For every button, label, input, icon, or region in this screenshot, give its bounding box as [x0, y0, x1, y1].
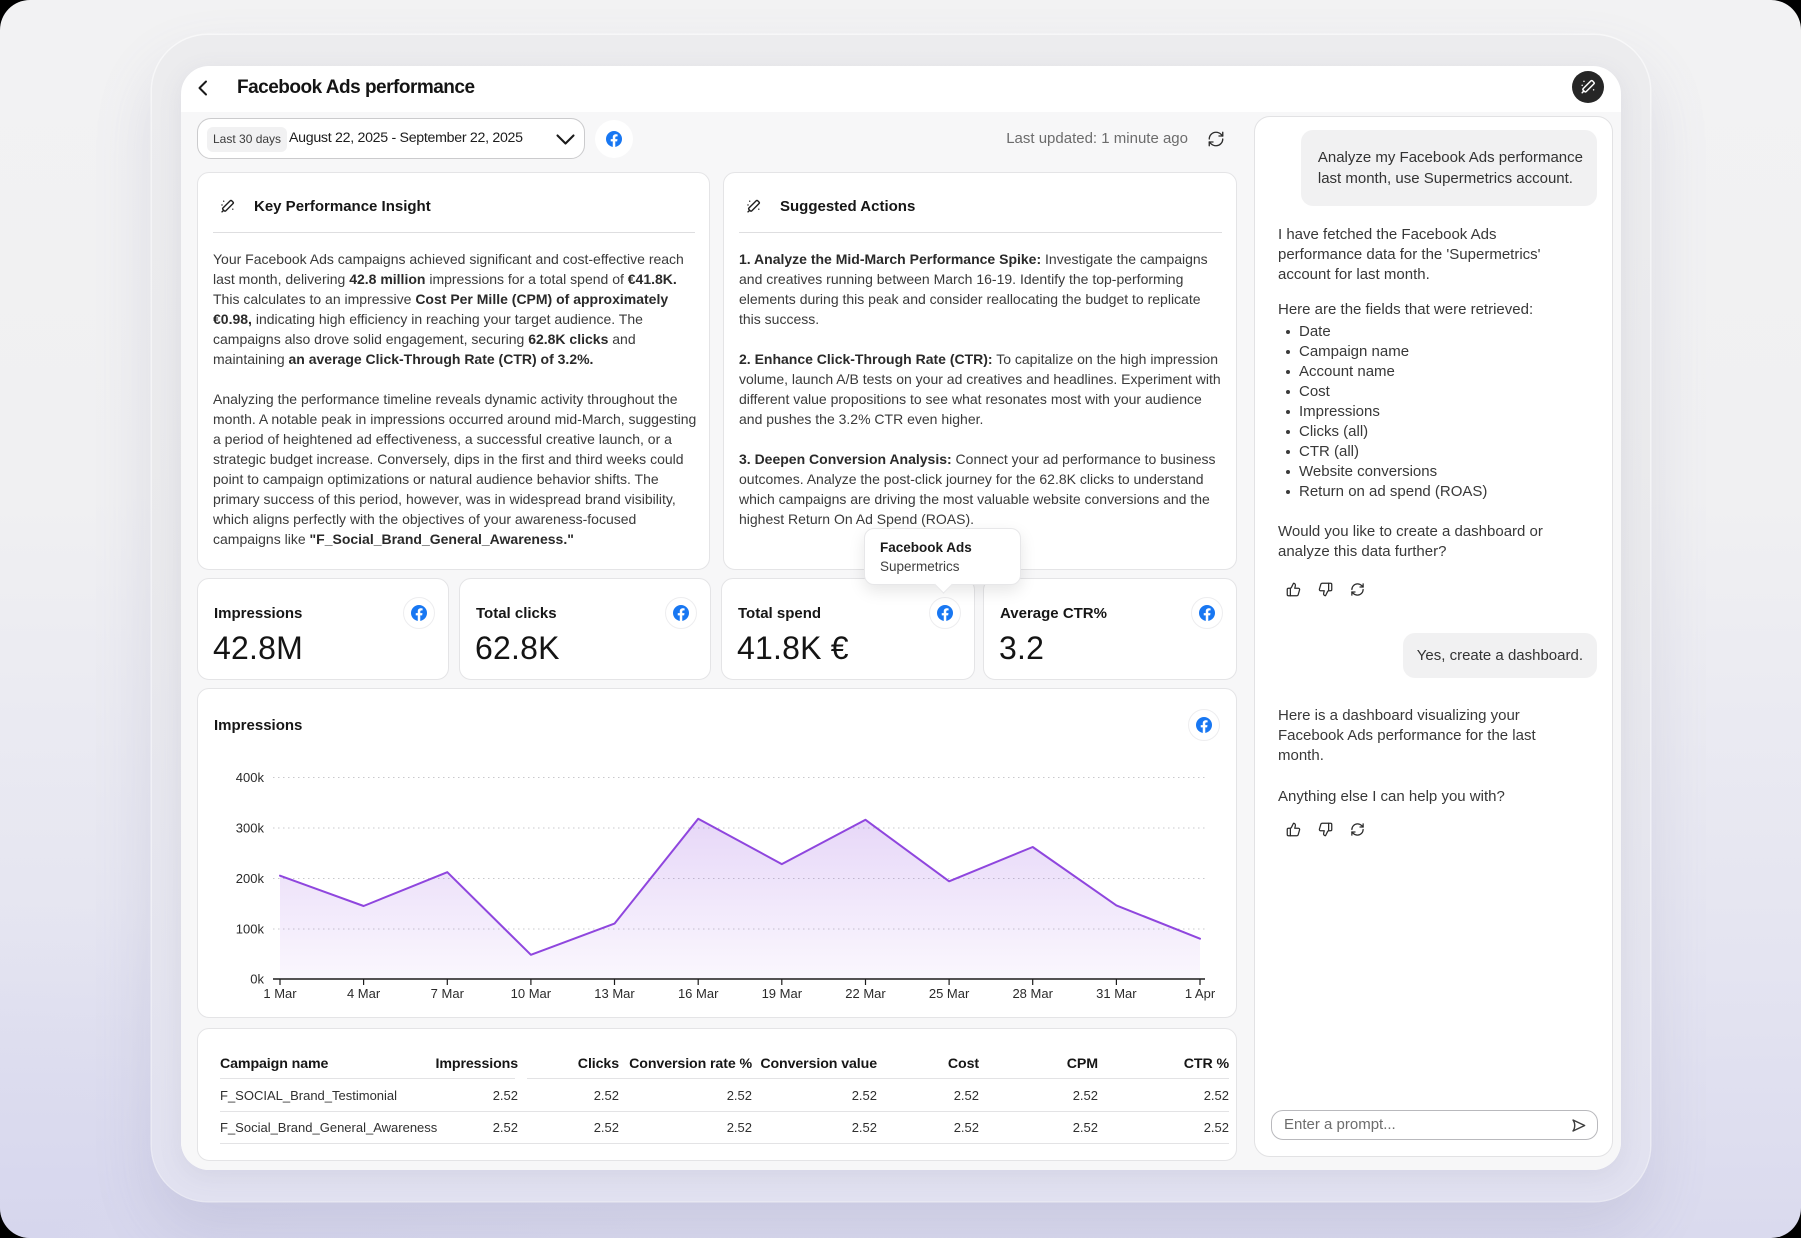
- svg-text:300k: 300k: [236, 821, 265, 836]
- svg-text:7 Mar: 7 Mar: [431, 986, 465, 1001]
- svg-text:19 Mar: 19 Mar: [762, 986, 803, 1001]
- svg-text:100k: 100k: [236, 922, 265, 937]
- svg-text:31 Mar: 31 Mar: [1096, 986, 1137, 1001]
- svg-text:4 Mar: 4 Mar: [347, 986, 381, 1001]
- svg-text:1 Mar: 1 Mar: [263, 986, 297, 1001]
- svg-text:13 Mar: 13 Mar: [594, 986, 635, 1001]
- svg-text:400k: 400k: [236, 770, 265, 785]
- svg-text:16 Mar: 16 Mar: [678, 986, 719, 1001]
- svg-text:1 Apr: 1 Apr: [1185, 986, 1216, 1001]
- svg-text:200k: 200k: [236, 871, 265, 886]
- svg-text:10 Mar: 10 Mar: [511, 986, 552, 1001]
- svg-text:0k: 0k: [250, 972, 264, 987]
- svg-text:22 Mar: 22 Mar: [845, 986, 886, 1001]
- svg-text:28 Mar: 28 Mar: [1012, 986, 1053, 1001]
- svg-text:25 Mar: 25 Mar: [929, 986, 970, 1001]
